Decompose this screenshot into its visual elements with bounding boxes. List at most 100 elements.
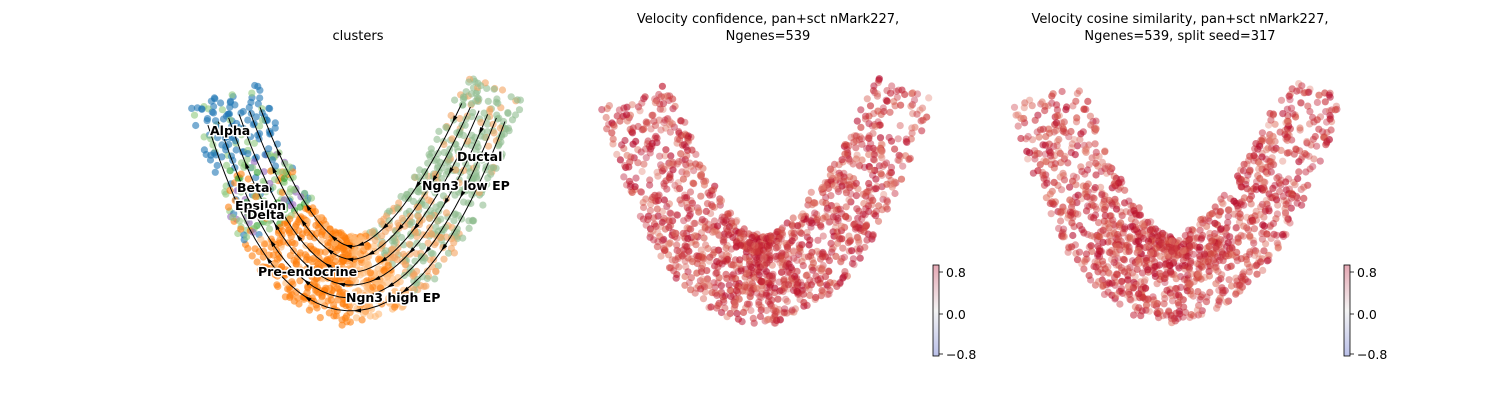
cell-point <box>783 297 791 305</box>
cell-point <box>1070 136 1078 144</box>
cell-point <box>652 132 660 140</box>
cell-point <box>1187 270 1195 278</box>
cell-point <box>695 207 703 215</box>
cell-point <box>662 146 670 154</box>
cell-point <box>490 164 498 172</box>
cell-point <box>331 239 339 247</box>
cell-point <box>1017 114 1025 122</box>
cell-point <box>1302 151 1310 159</box>
cell-point <box>188 104 196 112</box>
cell-point <box>286 293 294 301</box>
cell-point <box>691 232 699 240</box>
cell-point <box>431 170 439 178</box>
cell-point <box>1080 105 1088 113</box>
cell-point <box>687 197 695 205</box>
cell-point <box>710 248 718 257</box>
cell-point <box>1137 312 1145 320</box>
cell-point <box>1213 304 1221 312</box>
cell-point <box>1046 129 1054 137</box>
cell-point <box>244 244 252 253</box>
cell-point <box>1163 269 1171 277</box>
cell-point <box>228 91 236 99</box>
cell-point <box>1168 247 1176 256</box>
cell-point <box>1024 132 1032 141</box>
cell-point <box>286 252 294 260</box>
cell-point <box>1095 232 1103 241</box>
cluster-label-ductal: Ductal <box>457 149 502 164</box>
cell-point <box>1040 157 1048 165</box>
cell-point <box>872 212 880 220</box>
cell-point <box>434 262 442 270</box>
cell-point <box>477 118 485 126</box>
cell-point <box>656 152 664 160</box>
cell-point <box>913 110 921 118</box>
cell-point <box>730 223 738 231</box>
cell-point <box>1222 298 1231 306</box>
cell-point <box>638 167 646 176</box>
cell-point <box>1250 225 1258 233</box>
cell-point <box>450 249 458 257</box>
cell-point <box>1245 263 1254 271</box>
cell-point <box>244 175 252 183</box>
cluster-label-alpha: Alpha <box>210 123 250 138</box>
cell-point <box>732 280 740 288</box>
cell-point <box>333 307 341 315</box>
cell-point <box>295 300 303 308</box>
cell-point <box>781 305 789 313</box>
cell-point <box>1212 263 1220 271</box>
cell-point <box>1014 122 1022 130</box>
cell-point <box>642 221 650 229</box>
cell-point <box>490 85 498 93</box>
cell-point <box>805 218 814 227</box>
cell-point <box>1239 167 1248 175</box>
cell-point <box>891 189 899 198</box>
cell-point <box>778 229 786 237</box>
cell-point <box>483 180 491 188</box>
cell-point <box>462 88 470 96</box>
cell-point <box>861 115 870 123</box>
cell-point <box>663 202 671 211</box>
cell-point <box>303 226 311 234</box>
cell-point <box>798 241 806 249</box>
cell-point <box>729 261 737 269</box>
cell-point <box>637 188 646 196</box>
cell-point <box>1029 169 1037 177</box>
cell-point <box>762 234 770 242</box>
cell-point <box>1287 104 1296 112</box>
cell-point <box>687 286 695 294</box>
cell-point <box>1172 309 1180 317</box>
cell-point <box>226 98 234 107</box>
cell-point <box>353 247 361 255</box>
cell-point <box>694 255 702 263</box>
cell-point <box>691 219 699 227</box>
cell-point <box>797 229 806 237</box>
cell-point <box>789 214 797 222</box>
cell-point <box>1310 118 1318 126</box>
cell-point <box>305 306 313 314</box>
cell-point <box>646 149 654 157</box>
cell-point <box>409 197 418 205</box>
cell-point <box>347 300 355 308</box>
cell-point <box>778 268 786 276</box>
cell-point <box>288 278 296 286</box>
cell-point <box>846 157 854 165</box>
cell-point <box>236 185 245 193</box>
cell-point <box>651 99 660 107</box>
cell-point <box>492 98 500 106</box>
cell-point <box>709 186 718 194</box>
cell-point <box>1282 178 1290 186</box>
cell-point <box>1083 166 1092 174</box>
cell-point <box>692 241 700 249</box>
cell-point <box>908 101 917 109</box>
cell-point <box>1205 267 1213 275</box>
cell-point <box>248 252 256 260</box>
cell-point <box>842 212 850 220</box>
cell-point <box>1114 242 1122 250</box>
cell-point <box>221 127 229 135</box>
cell-point <box>1219 257 1227 265</box>
cell-point <box>1212 243 1220 252</box>
cell-point <box>418 197 426 205</box>
cell-point <box>425 214 434 222</box>
cell-point <box>1086 112 1094 120</box>
cell-point <box>1263 230 1271 238</box>
